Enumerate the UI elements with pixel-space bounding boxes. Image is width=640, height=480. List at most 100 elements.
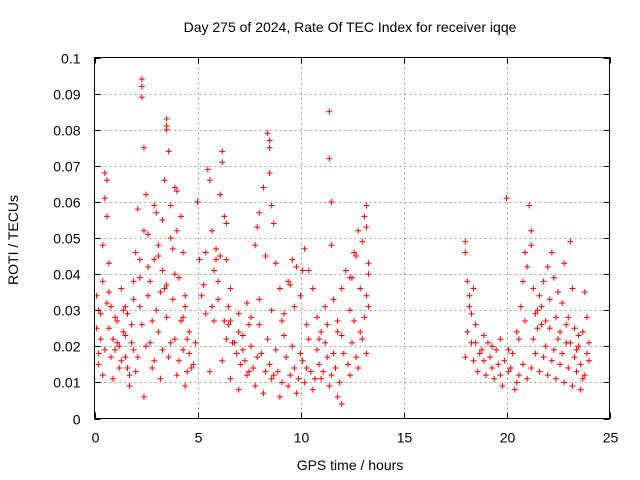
data-point [107, 303, 114, 310]
data-point [210, 267, 217, 274]
data-point [140, 227, 147, 234]
data-point [140, 393, 147, 400]
data-point [489, 364, 496, 371]
data-point [165, 354, 172, 361]
data-point [276, 393, 283, 400]
data-point [324, 321, 331, 328]
y-tick-label: 0.02 [53, 339, 80, 355]
data-point [532, 350, 539, 357]
data-point [161, 285, 168, 292]
data-point [151, 256, 158, 263]
data-point [528, 364, 535, 371]
data-point [365, 271, 372, 278]
data-point [501, 357, 508, 364]
data-point [293, 390, 300, 397]
data-point [311, 375, 318, 382]
data-point [128, 339, 135, 346]
data-point [175, 357, 182, 364]
data-point [585, 357, 592, 364]
data-point [163, 314, 170, 321]
data-point [171, 271, 178, 278]
data-point [301, 245, 308, 252]
data-point [515, 372, 522, 379]
data-point [342, 267, 349, 274]
data-point [132, 368, 139, 375]
x-tick-label: 20 [500, 430, 516, 446]
data-point [202, 249, 209, 256]
data-point [505, 368, 512, 375]
data-point [289, 343, 296, 350]
data-point [122, 354, 129, 361]
data-point [254, 224, 261, 231]
data-point [272, 346, 279, 353]
data-point [534, 325, 541, 332]
data-point [134, 206, 141, 213]
data-point [97, 310, 104, 317]
data-point [180, 249, 187, 256]
data-point [361, 314, 368, 321]
data-point [497, 372, 504, 379]
data-point [324, 354, 331, 361]
data-point [355, 364, 362, 371]
data-point [334, 328, 341, 335]
y-tick-label: 0.1 [61, 51, 81, 67]
data-point [110, 375, 117, 382]
y-tick-label: 0.05 [53, 231, 80, 247]
data-point [192, 339, 199, 346]
data-point [196, 256, 203, 263]
x-tick-label: 15 [397, 430, 413, 446]
data-point [297, 350, 304, 357]
data-point [285, 278, 292, 285]
data-point [157, 289, 164, 296]
data-point [540, 354, 547, 361]
data-point [349, 274, 355, 281]
data-point [338, 401, 345, 408]
data-point [328, 372, 335, 379]
data-point [482, 372, 489, 379]
data-point [575, 332, 582, 339]
data-point [99, 242, 106, 249]
data-point [182, 303, 189, 310]
data-point [256, 321, 263, 328]
data-point [332, 364, 339, 371]
data-point [328, 198, 335, 205]
data-point [213, 256, 220, 263]
data-point [243, 299, 250, 306]
data-point [318, 375, 325, 382]
tick-labels: 0 5 10 15 20 25 0 0.01 0.02 0.03 0.04 0.05 0.06 0.07 0… [53, 51, 618, 446]
data-point [227, 285, 234, 292]
data-point [328, 242, 335, 249]
data-point [167, 202, 174, 209]
data-point [227, 375, 234, 382]
data-point [248, 343, 255, 350]
data-point [151, 202, 158, 209]
data-point [550, 274, 557, 281]
data-point [165, 148, 172, 155]
data-point [130, 346, 137, 353]
data-point [515, 336, 522, 343]
data-point [198, 292, 205, 299]
grid [94, 57, 610, 419]
data-point [215, 296, 222, 303]
data-point [509, 350, 516, 357]
data-point [281, 332, 288, 339]
data-point [204, 166, 211, 173]
data-point [147, 339, 154, 346]
data-point [233, 350, 240, 357]
data-point [542, 343, 549, 350]
y-tick-label: 0.09 [53, 87, 80, 103]
data-point [266, 361, 273, 368]
data-point [552, 375, 559, 382]
data-point [99, 278, 106, 285]
data-point [464, 328, 471, 335]
data-point [95, 350, 102, 357]
data-point [145, 292, 152, 299]
data-point [487, 354, 494, 361]
data-point [365, 303, 372, 310]
x-tick-label: 10 [294, 430, 310, 446]
data-point [522, 249, 529, 256]
data-point [546, 325, 553, 332]
data-point [194, 198, 201, 205]
y-tick-label: 0.07 [53, 159, 80, 175]
data-point [565, 364, 572, 371]
